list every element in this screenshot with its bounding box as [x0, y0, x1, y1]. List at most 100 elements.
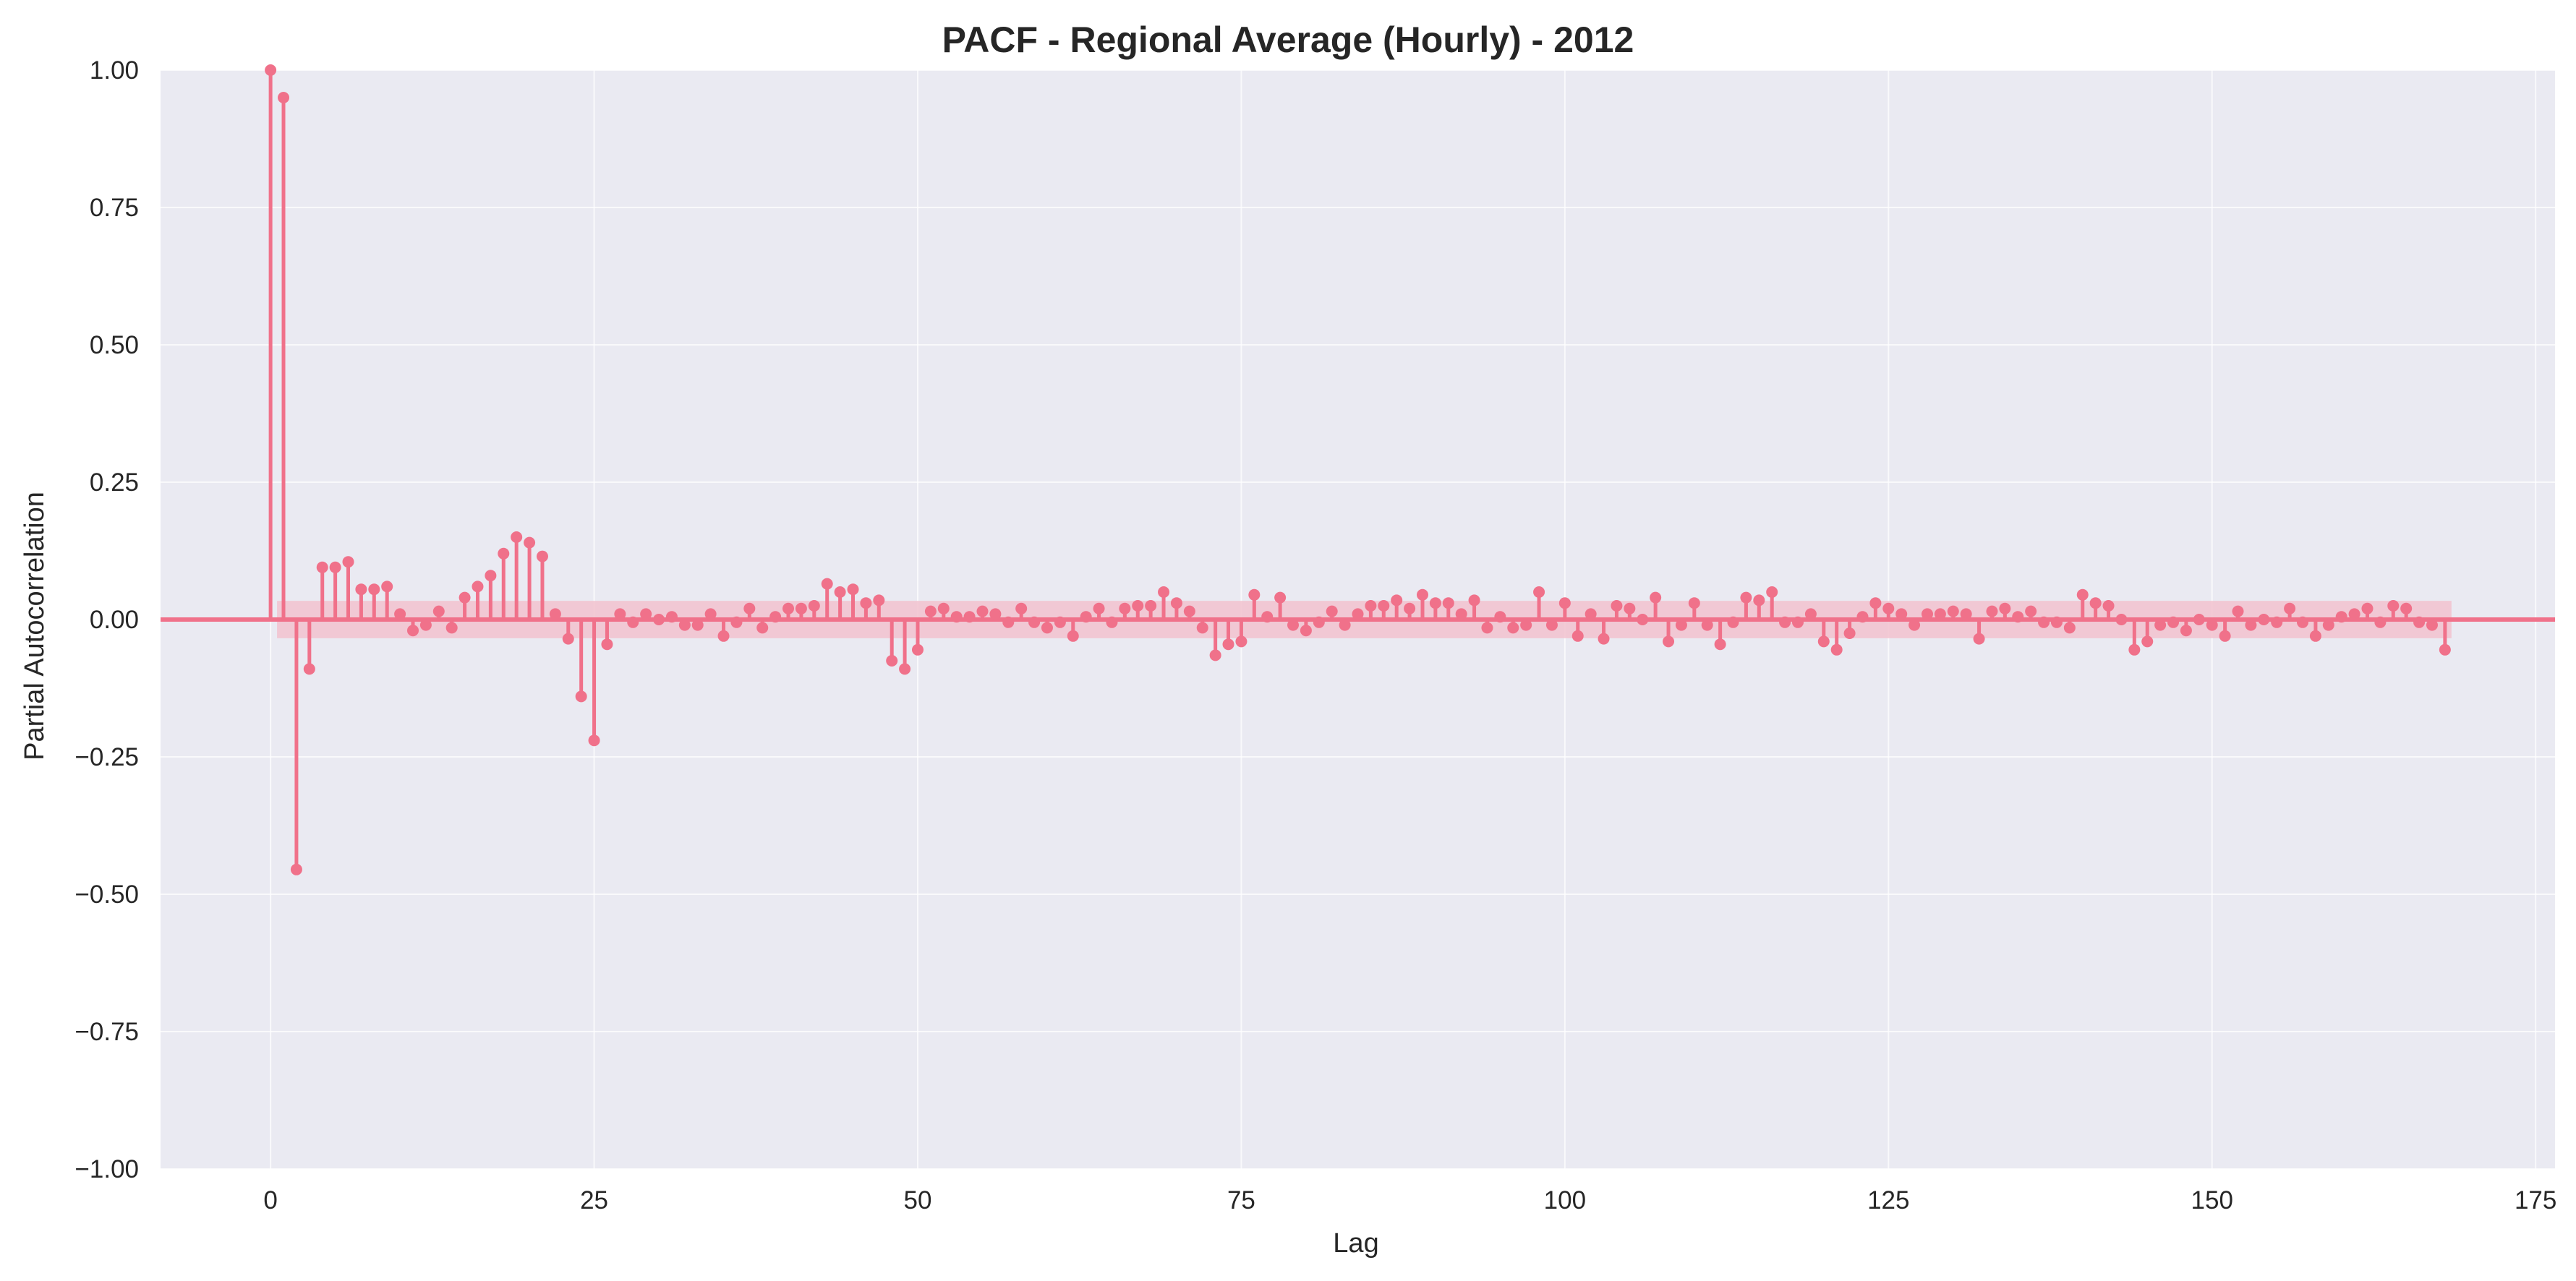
pacf-point	[1507, 622, 1519, 634]
pacf-point	[1054, 616, 1066, 628]
pacf-point	[743, 602, 756, 614]
pacf-point	[445, 622, 458, 634]
pacf-point	[1545, 619, 1558, 631]
y-tick-label: 0.00	[90, 606, 139, 634]
pacf-point	[2154, 619, 2167, 631]
pacf-point	[2258, 614, 2270, 625]
pacf-point	[2322, 619, 2334, 631]
pacf-point	[1973, 633, 1985, 645]
pacf-point	[2076, 588, 2089, 601]
pacf-point	[899, 663, 911, 675]
y-tick-label: −0.50	[74, 881, 139, 909]
pacf-point	[911, 643, 924, 656]
pacf-point	[640, 608, 652, 620]
pacf-point	[1313, 616, 1325, 628]
pacf-point	[717, 630, 730, 642]
pacf-point	[562, 633, 574, 645]
pacf-point	[1701, 619, 1713, 631]
pacf-point	[2141, 635, 2154, 648]
pacf-point	[937, 602, 950, 614]
pacf-point	[1442, 597, 1454, 609]
pacf-point	[834, 586, 846, 598]
pacf-point	[1222, 638, 1234, 651]
pacf-point	[2400, 602, 2413, 614]
pacf-point	[419, 619, 432, 631]
grid	[161, 69, 2555, 1170]
x-tick-label: 150	[2191, 1186, 2233, 1214]
pacf-point	[1779, 616, 1791, 628]
pacf-point	[1637, 614, 1649, 625]
x-tick-label: 100	[1544, 1186, 1586, 1214]
pacf-point	[355, 583, 367, 596]
pacf-point	[1391, 594, 1403, 607]
pacf-point	[1908, 619, 1921, 631]
pacf-point	[2115, 614, 2128, 625]
pacf-point	[1804, 608, 1817, 620]
x-axis-label: Lag	[1333, 1228, 1378, 1259]
pacf-point	[1132, 600, 1144, 612]
pacf-point	[2219, 630, 2231, 642]
pacf-point	[2193, 614, 2205, 625]
pacf-point	[1869, 597, 1882, 609]
pacf-point	[614, 608, 626, 620]
pacf-point	[769, 611, 782, 623]
y-tick-label: −0.75	[74, 1018, 139, 1046]
pacf-point	[1727, 616, 1739, 628]
pacf-point	[963, 611, 976, 623]
pacf-point	[278, 92, 290, 103]
pacf-point	[1209, 649, 1221, 661]
pacf-point	[381, 580, 393, 593]
pacf-point	[1455, 608, 1467, 620]
pacf-point	[1533, 586, 1545, 598]
pacf-point	[2206, 619, 2218, 631]
pacf-point	[1688, 597, 1700, 609]
pacf-point	[950, 611, 963, 623]
pacf-point	[329, 561, 341, 573]
pacf-point	[1106, 616, 1118, 628]
pacf-point	[1339, 619, 1351, 631]
pacf-point	[432, 605, 445, 617]
pacf-point	[1287, 619, 1300, 631]
pacf-point	[1326, 605, 1338, 617]
pacf-point	[2297, 616, 2309, 628]
pacf-point	[1378, 600, 1390, 612]
pacf-point	[2309, 630, 2321, 642]
pacf-point	[2426, 619, 2438, 631]
pacf-point	[536, 550, 548, 562]
pacf-point	[575, 690, 587, 703]
pacf-point	[2063, 622, 2076, 634]
pacf-point	[1571, 630, 1584, 642]
pacf-point	[1352, 608, 1364, 620]
pacf-point	[2374, 616, 2387, 628]
pacf-point	[1986, 605, 1998, 617]
pacf-point	[1843, 627, 1856, 639]
pacf-point	[976, 605, 989, 617]
pacf-point	[2038, 616, 2050, 628]
pacf-point	[1960, 608, 1972, 620]
pacf-point	[653, 614, 665, 625]
pacf-point	[1999, 602, 2011, 614]
pacf-point	[1261, 611, 1274, 623]
pacf-point	[1170, 597, 1182, 609]
pacf-point	[860, 597, 872, 609]
pacf-point	[1921, 608, 1933, 620]
pacf-point	[485, 570, 497, 582]
pacf-point	[1080, 611, 1092, 623]
pacf-point	[2232, 605, 2244, 617]
pacf-point	[1895, 608, 1908, 620]
x-tick-label: 50	[904, 1186, 932, 1214]
pacf-point	[1714, 638, 1726, 651]
pacf-point	[1650, 591, 1662, 604]
pacf-point	[1520, 619, 1532, 631]
pacf-point	[1675, 619, 1687, 631]
y-tick-labels: −1.00 −0.75 −0.50 −0.25 0.00 0.25 0.50 0.75 1.00	[74, 56, 139, 1183]
pacf-point	[730, 616, 743, 628]
pacf-point	[821, 578, 833, 590]
x-tick-label: 125	[1867, 1186, 1909, 1214]
pacf-point	[1235, 635, 1248, 648]
pacf-point	[1585, 608, 1597, 620]
x-tick-label: 25	[580, 1186, 608, 1214]
pacf-point	[511, 531, 523, 543]
pacf-point	[1766, 586, 1778, 598]
